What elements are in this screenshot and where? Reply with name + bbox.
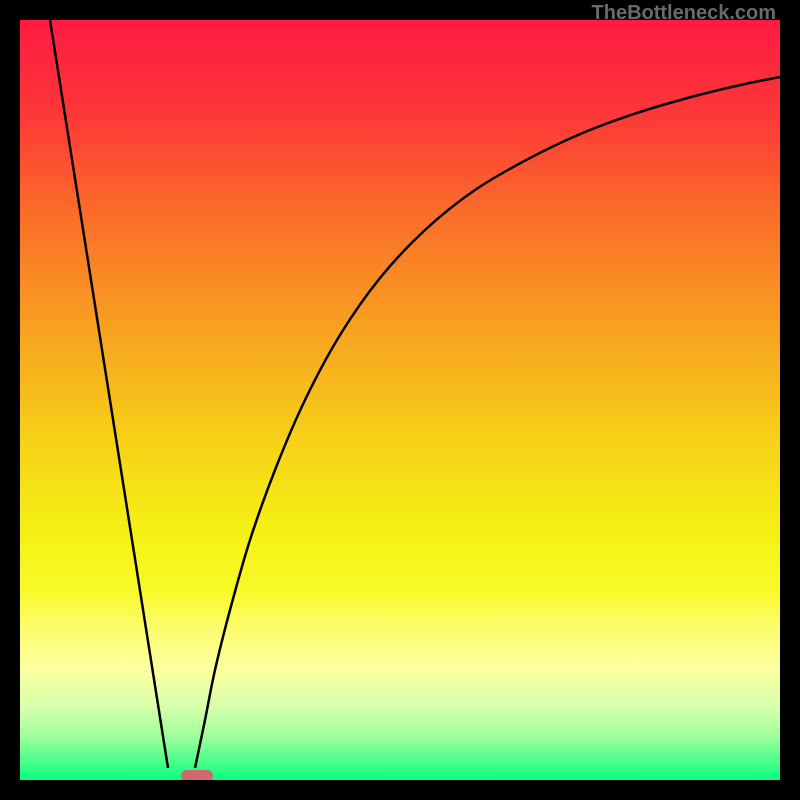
plot-area <box>20 20 780 780</box>
chart-svg <box>20 20 780 780</box>
watermark-text: TheBottleneck.com <box>592 2 776 25</box>
chart-container: TheBottleneck.com <box>0 0 800 800</box>
gradient-background <box>20 20 780 780</box>
bottleneck-marker <box>181 770 213 780</box>
